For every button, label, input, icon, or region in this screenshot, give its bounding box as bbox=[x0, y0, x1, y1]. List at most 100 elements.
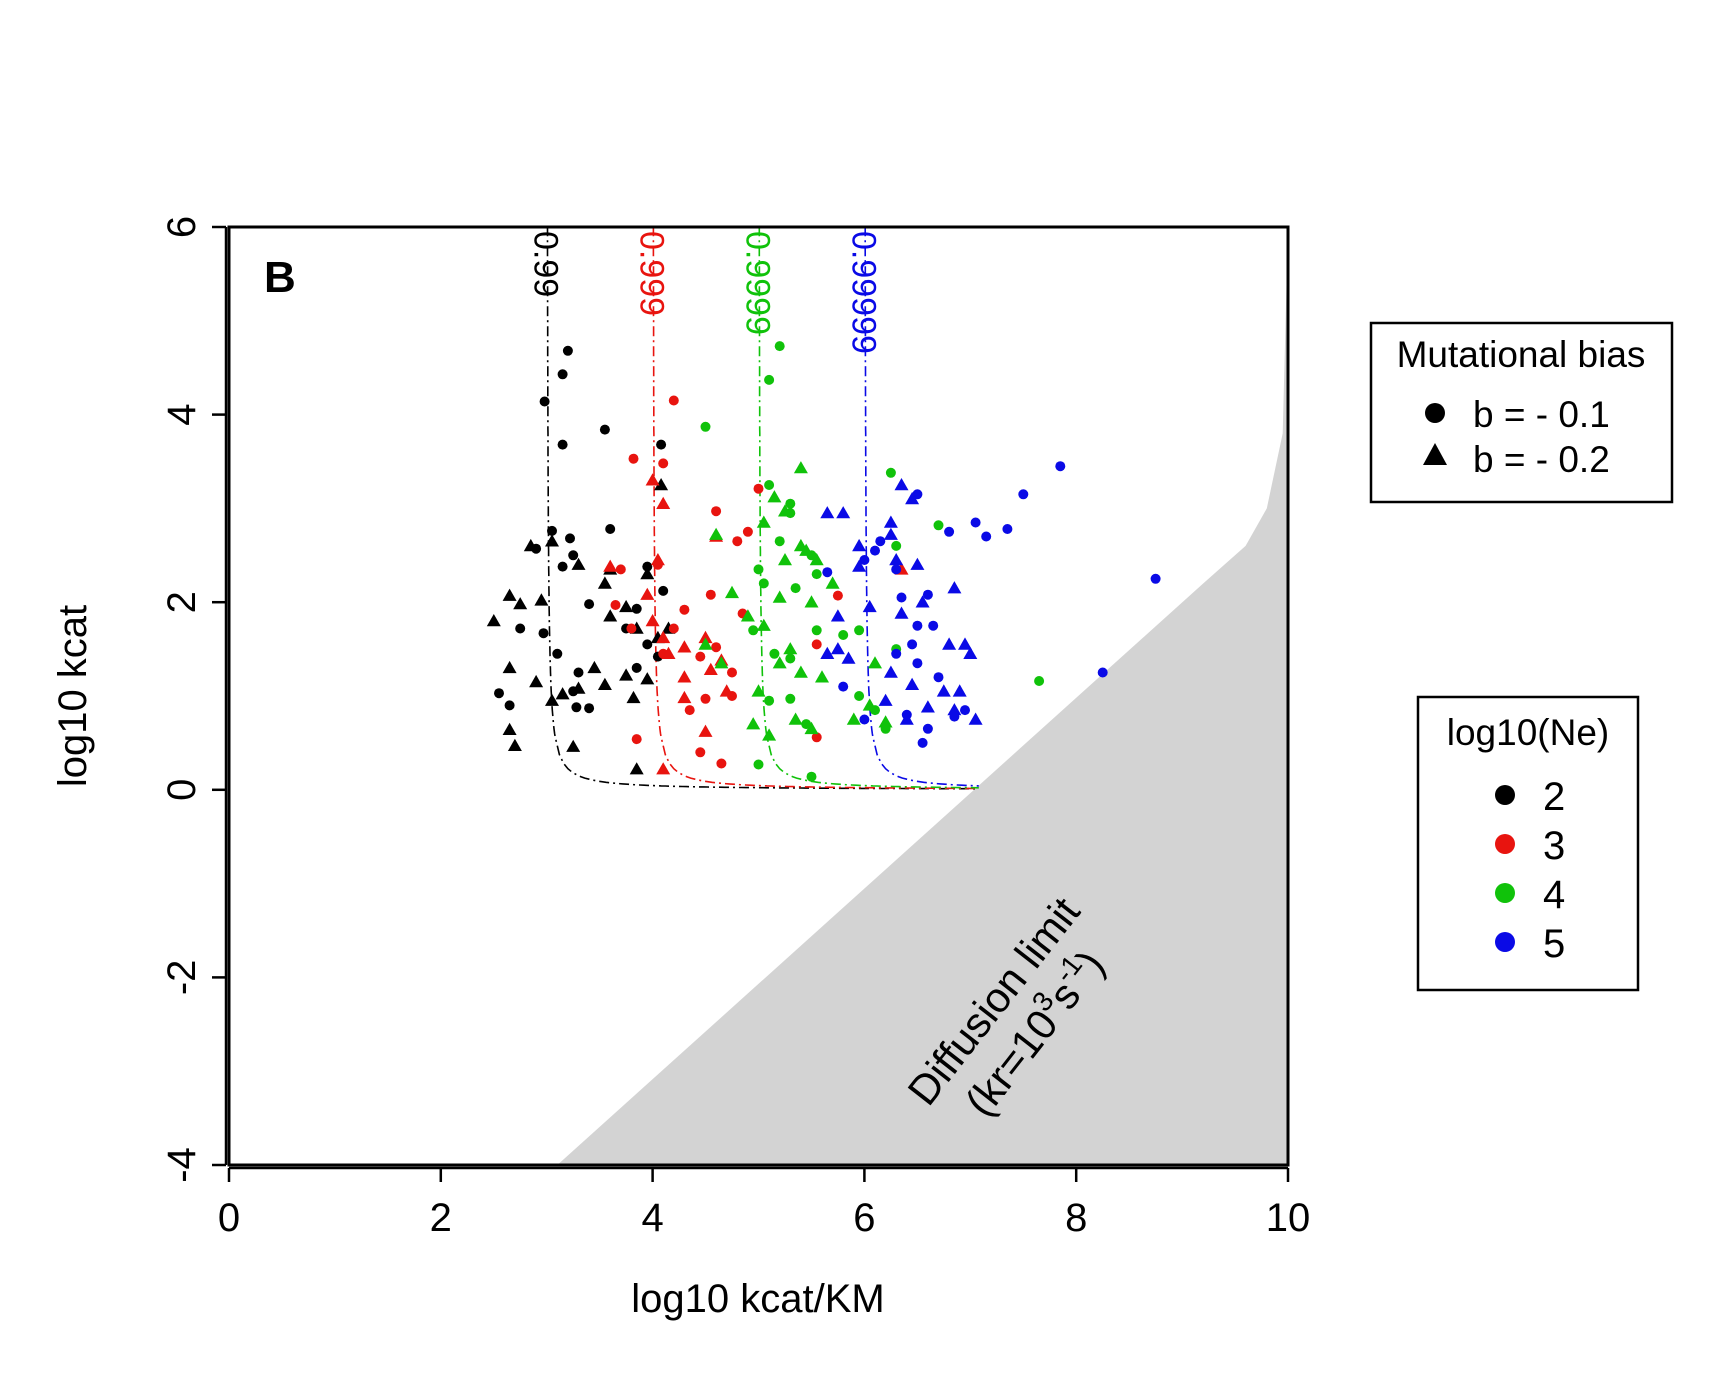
point-ne4-triangle-2 bbox=[767, 490, 782, 503]
point-ne5-circle-28 bbox=[1097, 667, 1108, 678]
point-ne3-triangle-7 bbox=[645, 614, 660, 627]
point-ne2-circle-13 bbox=[642, 561, 653, 572]
point-ne4-triangle-10 bbox=[725, 585, 739, 599]
point-ne2-circle-27 bbox=[573, 667, 584, 678]
point-ne4-circle-3 bbox=[700, 421, 711, 432]
legend-ne-label-2: 2 bbox=[1543, 775, 1565, 819]
point-ne2-circle-23 bbox=[504, 700, 515, 711]
point-ne5-triangle-4 bbox=[883, 515, 898, 528]
legend-ne-marker-4 bbox=[1495, 883, 1515, 903]
point-ne5-circle-10 bbox=[859, 555, 870, 565]
point-ne5-triangle-2 bbox=[820, 506, 835, 519]
point-ne4-triangle-19 bbox=[698, 637, 713, 650]
point-ne4-circle-31 bbox=[1034, 676, 1045, 686]
point-ne4-triangle-23 bbox=[746, 717, 761, 730]
point-ne2-triangle-24 bbox=[619, 668, 634, 681]
point-ne3-triangle-11 bbox=[661, 646, 676, 659]
point-ne4-circle-7 bbox=[753, 564, 764, 575]
point-ne5-circle-18 bbox=[907, 639, 918, 650]
point-ne5-triangle-21 bbox=[830, 642, 845, 655]
point-ne3-circle-21 bbox=[727, 667, 737, 678]
point-ne4-circle-15 bbox=[854, 625, 865, 636]
x-tick-label-4: 6 bbox=[853, 1196, 875, 1240]
point-ne4-triangle-28 bbox=[815, 670, 829, 683]
point-ne3-circle-19 bbox=[711, 642, 722, 653]
point-ne4-triangle-16 bbox=[772, 656, 787, 669]
point-ne4-circle-29 bbox=[933, 520, 944, 531]
y-tick-label-1: -4 bbox=[160, 1147, 204, 1183]
point-ne5-triangle-12 bbox=[830, 609, 845, 622]
legend-bias-entry-2: b = - 0.2 bbox=[1473, 439, 1610, 480]
point-ne2-triangle-20 bbox=[555, 687, 570, 700]
point-ne3-circle-20 bbox=[811, 639, 822, 650]
point-ne2-triangle-7 bbox=[486, 614, 501, 627]
x-axis-title: log10 kcat/KM bbox=[631, 1277, 884, 1321]
point-ne4-circle-16 bbox=[748, 625, 759, 636]
x-tick-label-6: 10 bbox=[1266, 1196, 1311, 1240]
point-ne3-triangle-17 bbox=[698, 724, 713, 737]
point-ne3-circle-6 bbox=[711, 506, 722, 517]
point-ne5-triangle-23 bbox=[905, 677, 920, 690]
legend-bias-entry-1: b = - 0.1 bbox=[1473, 394, 1610, 435]
x-tick-label-3: 4 bbox=[641, 1196, 663, 1240]
point-ne2-triangle-9 bbox=[513, 597, 528, 610]
point-ne5-circle-12 bbox=[922, 589, 933, 600]
point-ne3-circle-24 bbox=[684, 705, 695, 716]
point-ne3-triangle-15 bbox=[719, 684, 734, 697]
plot-frame bbox=[227, 225, 1290, 1167]
point-ne4-triangle-4 bbox=[756, 515, 771, 528]
point-ne2-circle-5 bbox=[599, 424, 610, 435]
y-tick-label-3: 0 bbox=[160, 779, 204, 801]
legend-ne-marker-2 bbox=[1495, 785, 1515, 805]
point-ne5-triangle-6 bbox=[883, 527, 898, 540]
point-ne4-circle-18 bbox=[785, 653, 796, 664]
point-ne5-circle-17 bbox=[891, 648, 902, 659]
contour-label-1: 0.99 bbox=[527, 231, 565, 297]
point-ne5-circle-15 bbox=[912, 620, 923, 631]
point-ne4-circle-6 bbox=[785, 498, 796, 509]
point-ne5-circle-5 bbox=[970, 517, 981, 528]
point-ne2-triangle-23 bbox=[597, 677, 612, 690]
point-ne2-circle-15 bbox=[631, 603, 642, 614]
point-ne5-triangle-25 bbox=[952, 684, 967, 697]
point-ne5-circle-2 bbox=[1018, 489, 1029, 500]
point-ne2-triangle-12 bbox=[603, 609, 618, 622]
point-ne2-triangle-11 bbox=[597, 576, 612, 589]
point-ne4-triangle-13 bbox=[740, 609, 755, 622]
point-ne4-triangle-11 bbox=[772, 590, 787, 603]
y-axis-title: log10 kcat bbox=[51, 605, 95, 787]
point-ne3-circle-11 bbox=[705, 589, 716, 600]
point-ne5-triangle-19 bbox=[820, 646, 835, 659]
point-ne2-triangle-21 bbox=[571, 681, 586, 694]
point-ne5-triangle-8 bbox=[852, 559, 867, 572]
point-ne4-triangle-24 bbox=[762, 728, 777, 741]
point-ne2-circle-18 bbox=[538, 628, 549, 639]
point-ne2-triangle-2 bbox=[545, 534, 559, 547]
point-ne3-triangle-16 bbox=[677, 690, 692, 704]
point-ne4-circle-10 bbox=[790, 583, 801, 594]
point-ne5-circle-13 bbox=[891, 564, 902, 575]
y-tick-label-5: 4 bbox=[160, 403, 204, 425]
legend-bias-title: Mutational bias bbox=[1397, 334, 1646, 375]
point-ne3-triangle-18 bbox=[656, 762, 671, 775]
point-ne4-circle-20 bbox=[764, 695, 775, 706]
point-ne4-triangle-12 bbox=[804, 595, 819, 608]
legend-bias-triangle-marker bbox=[1423, 443, 1447, 465]
point-ne3-triangle-12 bbox=[677, 670, 692, 683]
x-tick-label-5: 8 bbox=[1065, 1196, 1087, 1240]
point-ne3-triangle-4 bbox=[656, 496, 671, 509]
legend-ne: log10(Ne) 2 3 4 5 bbox=[1416, 695, 1640, 992]
point-ne2-circle-28 bbox=[631, 662, 642, 673]
point-ne4-circle-26 bbox=[753, 759, 764, 770]
point-ne5-triangle-18 bbox=[963, 646, 978, 659]
point-ne2-triangle-26 bbox=[640, 672, 655, 685]
contour-label-3: 0.9999 bbox=[739, 231, 777, 335]
point-ne4-triangle-8 bbox=[809, 553, 824, 566]
point-ne4-circle-14 bbox=[838, 630, 849, 640]
point-ne5-triangle-22 bbox=[883, 665, 898, 678]
point-ne2-circle-7 bbox=[547, 525, 557, 536]
point-ne5-circle-11 bbox=[896, 592, 907, 603]
point-ne5-circle-4 bbox=[944, 526, 955, 537]
legend-ne-entries: 2 3 4 5 bbox=[1495, 775, 1565, 966]
point-ne4-triangle-21 bbox=[788, 712, 803, 725]
